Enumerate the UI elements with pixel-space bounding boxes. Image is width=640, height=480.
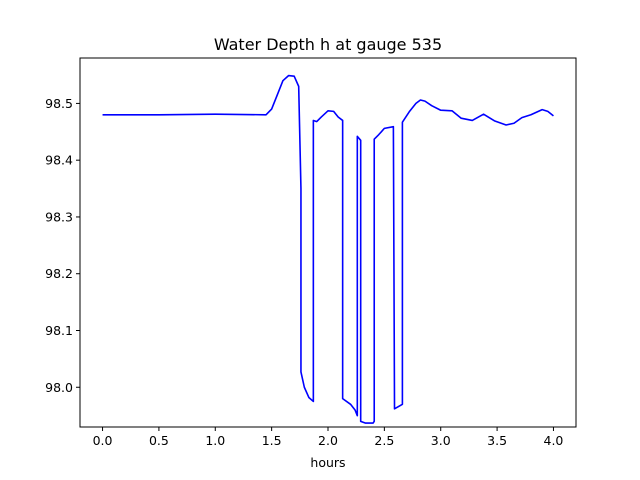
x-tick-label: 0.0 [93, 433, 113, 448]
x-tick-label: 2.0 [318, 433, 338, 448]
y-tick-label: 98.4 [45, 153, 73, 168]
x-axis: 0.0 0.5 1.0 1.5 2.0 2.5 3.0 3.5 4.0 [93, 427, 564, 448]
x-tick-label: 3.5 [487, 433, 507, 448]
plot-area-frame [79, 57, 577, 428]
x-tick-label: 0.5 [149, 433, 169, 448]
y-tick-label: 98.5 [45, 96, 73, 111]
y-tick-label: 98.3 [45, 209, 73, 224]
x-tick-label: 1.5 [262, 433, 282, 448]
y-tick-label: 98.0 [45, 380, 73, 395]
x-tick-label: 3.0 [431, 433, 451, 448]
y-axis: 98.0 98.1 98.2 98.3 98.4 98.5 [45, 96, 80, 395]
y-tick-label: 98.1 [45, 323, 73, 338]
series-line [102, 74, 554, 424]
x-axis-label: hours [310, 455, 345, 470]
series-layer [102, 74, 554, 424]
x-tick-label: 1.0 [205, 433, 225, 448]
y-tick-label: 98.2 [45, 266, 73, 281]
chart-title: Water Depth h at gauge 535 [214, 35, 442, 54]
x-tick-label: 4.0 [544, 433, 564, 448]
x-tick-label: 2.5 [374, 433, 394, 448]
